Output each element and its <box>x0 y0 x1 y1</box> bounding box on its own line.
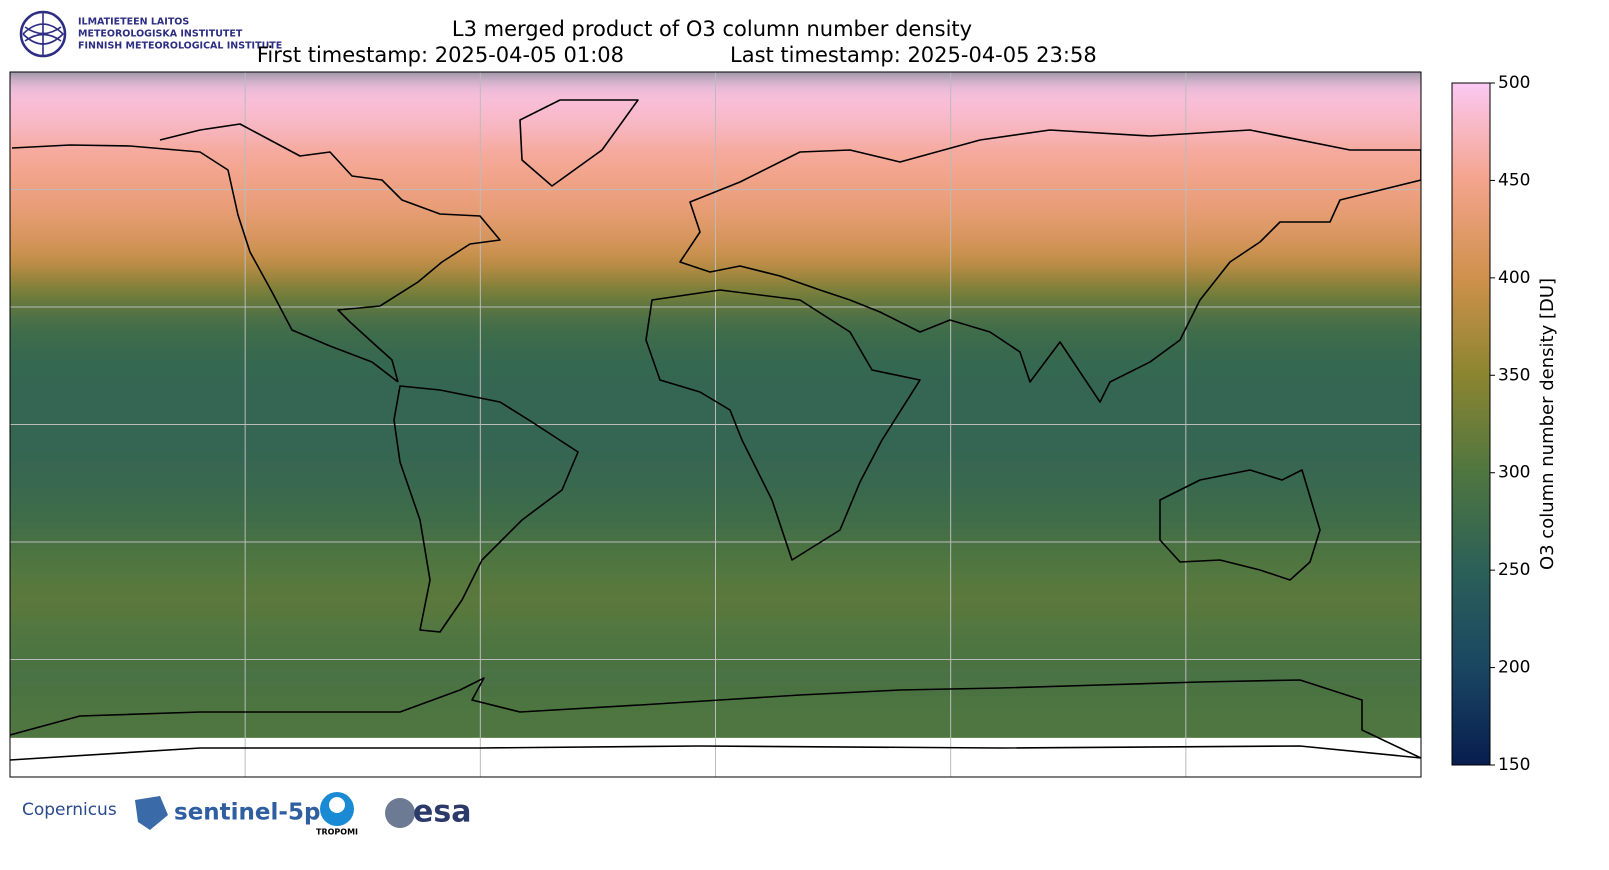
map-frame <box>9 71 1422 778</box>
coastlines <box>10 99 1421 761</box>
last-timestamp: Last timestamp: 2025-04-05 23:58 <box>730 43 1097 67</box>
zonal-band <box>10 500 1421 544</box>
coast-south-america <box>393 385 579 633</box>
coast-eurasia <box>679 129 1421 403</box>
zonal-band <box>10 344 1421 388</box>
zonal-band <box>10 657 1421 701</box>
colorbar-tick-label: 250 <box>1498 560 1530 580</box>
logo-sentinel: sentinel-5p <box>174 800 320 826</box>
zonal-band <box>10 461 1421 505</box>
colorbar-tick-label: 300 <box>1498 463 1530 483</box>
colorbar-tick-label: 500 <box>1498 73 1530 93</box>
zonal-band <box>10 540 1421 584</box>
fmi-logo <box>19 10 67 58</box>
zonal-band <box>10 383 1421 427</box>
zonal-band <box>10 273 1421 311</box>
zonal-band <box>10 72 1421 102</box>
institute-line: FINNISH METEOROLOGICAL INSTITUTE <box>78 41 282 52</box>
zonal-band <box>10 579 1421 623</box>
zonal-band <box>10 618 1421 662</box>
graticule <box>10 72 1421 777</box>
zonal-band <box>10 175 1421 215</box>
tropomi-icon-eye <box>329 797 345 813</box>
esa-icon <box>385 798 415 828</box>
institute-line: METEOROLOGISKA INSTITUTET <box>78 29 243 40</box>
zonal-band <box>10 306 1421 349</box>
sentinel-icon <box>135 796 168 830</box>
zonal-band <box>10 97 1421 141</box>
coast-north-america <box>11 123 501 383</box>
colorbar-tick-label: 200 <box>1498 658 1530 678</box>
coast-australia <box>1159 469 1321 581</box>
colorbar-tick-label: 450 <box>1498 170 1530 190</box>
colorbar-ticks: 150 200 250 300 350 400 450 500 <box>1490 73 1530 775</box>
colorbar-label: O3 column number density [DU] <box>1537 278 1558 570</box>
colorbar-tick-label: 350 <box>1498 365 1530 385</box>
coast-antarctica <box>10 677 1421 761</box>
colorbar-tick-label: 150 <box>1498 755 1530 775</box>
coast-greenland <box>519 99 639 187</box>
logo-copernicus: Copernicus <box>22 800 117 820</box>
zonal-band <box>10 422 1421 466</box>
title: L3 merged product of O3 column number de… <box>452 17 972 41</box>
first-timestamp: First timestamp: 2025-04-05 01:08 <box>257 43 624 67</box>
colorbar <box>1451 82 1491 766</box>
zonal-band <box>10 242 1421 278</box>
zonal-band <box>10 211 1421 247</box>
logo-tropomi: TROPOMI <box>316 828 358 837</box>
coast-africa <box>645 289 921 561</box>
colorbar-tick-label: 400 <box>1498 268 1530 288</box>
logo-esa: esa <box>413 795 471 830</box>
zonal-band <box>10 136 1421 180</box>
institute-line: ILMATIETEEN LAITOS <box>78 17 189 28</box>
